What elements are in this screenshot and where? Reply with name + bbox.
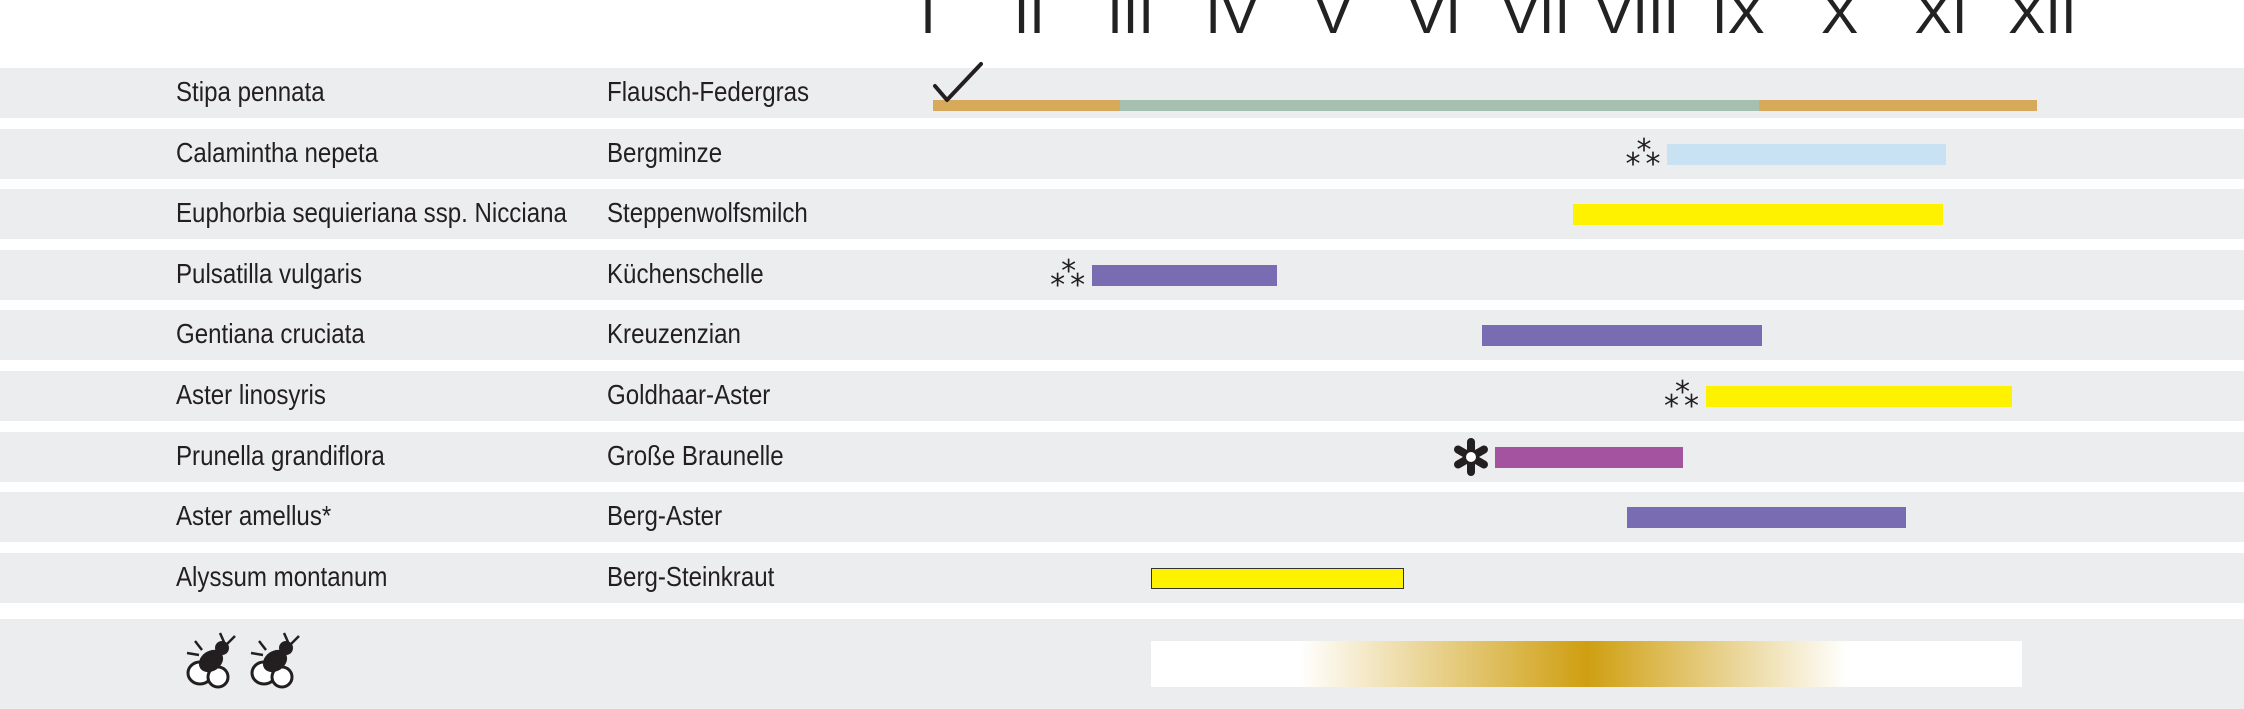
asterisk-glyph: * (1070, 267, 1086, 303)
month-label: XII (2008, 0, 2077, 45)
checkmark-icon (933, 62, 984, 102)
bloom-bar (1482, 325, 1762, 347)
month-label: XI (1914, 0, 1968, 45)
row-background (0, 552, 2244, 603)
asterisk-glyph: * (1645, 146, 1661, 182)
latin-name: Aster amellus* (176, 500, 332, 532)
row-background (0, 310, 2244, 361)
latin-name: Calamintha nepeta (176, 136, 379, 168)
latin-name: Stipa pennata (176, 76, 325, 107)
latin-name: Aster linosyris (176, 379, 326, 410)
month-label: IV (1205, 0, 1259, 45)
bloom-bar (933, 100, 1121, 111)
latin-name: Pulsatilla vulgaris (176, 257, 363, 289)
german-name: Berg-Steinkraut (607, 560, 775, 592)
asterisk-glyph: * (1625, 146, 1641, 182)
month-label: I (920, 0, 936, 45)
asterisk-glyph: * (1663, 389, 1679, 424)
month-label: II (1013, 0, 1045, 45)
month-label: V (1314, 0, 1352, 45)
row-background (0, 431, 2244, 482)
bloom-bar (1758, 100, 2038, 111)
pollen-gradient-bar (1150, 641, 2023, 688)
german-name: Küchenschelle (607, 257, 764, 289)
bloom-bar (1705, 386, 2012, 407)
bloom-bar (1495, 446, 1683, 468)
month-label: VI (1408, 0, 1461, 45)
month-label: III (1107, 0, 1154, 45)
german-name: Kreuzenzian (607, 318, 741, 350)
bloom-bar (1626, 507, 1906, 529)
bloom-bar (1150, 567, 1405, 589)
bloom-bar (1092, 264, 1278, 286)
bloom-bar (1667, 143, 1947, 165)
latin-name: Prunella grandiflora (176, 439, 385, 471)
bloom-bar (1573, 204, 1943, 226)
triple-asterisk-icon: * * * (1050, 253, 1090, 303)
asterisk-glyph: * (1636, 132, 1652, 168)
german-name: Steppenwolfsmilch (607, 197, 808, 229)
triple-asterisk-icon: * * * (1664, 375, 1704, 424)
latin-name: Alyssum montanum (176, 560, 388, 592)
month-label: IX (1711, 0, 1765, 45)
month-label: X (1821, 0, 1859, 45)
triple-asterisk-icon: * * * (1625, 132, 1665, 182)
month-label: VII (1501, 0, 1571, 45)
latin-name: Gentiana cruciata (176, 318, 365, 350)
german-name: Goldhaar-Aster (607, 379, 771, 410)
bold-asterisk-icon (1454, 437, 1489, 476)
asterisk-glyph: * (1674, 375, 1690, 410)
asterisk-glyph: * (1061, 253, 1077, 289)
german-name: Große Braunelle (607, 439, 784, 471)
asterisk-glyph: * (1050, 267, 1066, 303)
asterisk-glyph: * (1683, 389, 1699, 424)
latin-name: Euphorbia sequieriana ssp. Nicciana (176, 197, 567, 229)
german-name: Bergminze (607, 136, 723, 168)
german-name: Berg-Aster (607, 500, 723, 532)
row-background (0, 492, 2244, 543)
bloom-bar (1120, 100, 1759, 111)
month-label: VIII (1595, 0, 1680, 45)
bee-icon (250, 632, 300, 689)
german-name: Flausch-Federgras (607, 76, 810, 107)
bee-icon (186, 632, 236, 689)
